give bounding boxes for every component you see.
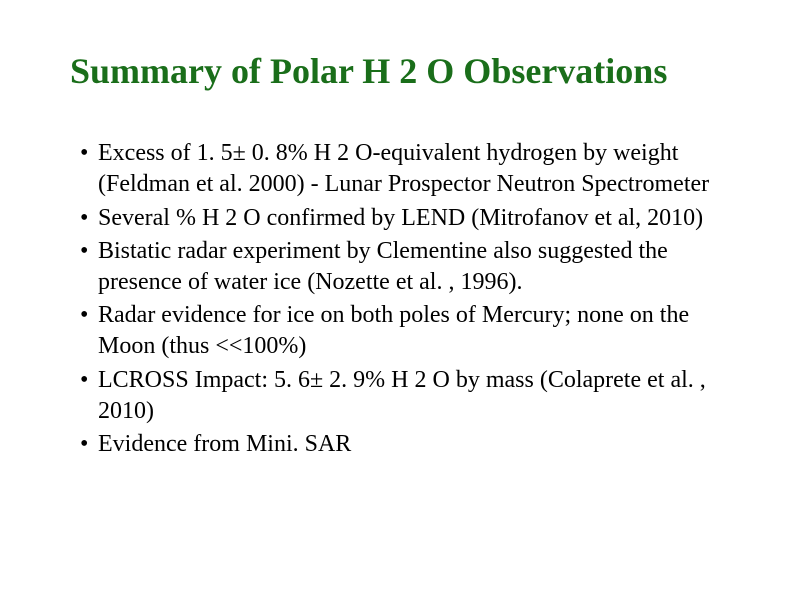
bullet-marker: • <box>80 365 88 396</box>
list-item: • Bistatic radar experiment by Clementin… <box>80 236 724 298</box>
list-item: • LCROSS Impact: 5. 6± 2. 9% H 2 O by ma… <box>80 365 724 427</box>
bullet-text: Evidence from Mini. SAR <box>98 431 351 457</box>
bullet-list: • Excess of 1. 5± 0. 8% H 2 O-equivalent… <box>70 138 724 460</box>
bullet-marker: • <box>80 138 88 169</box>
bullet-marker: • <box>80 203 88 234</box>
bullet-marker: • <box>80 300 88 331</box>
bullet-marker: • <box>80 236 88 267</box>
list-item: • Several % H 2 O confirmed by LEND (Mit… <box>80 203 724 234</box>
list-item: • Radar evidence for ice on both poles o… <box>80 300 724 362</box>
bullet-text: Several % H 2 O confirmed by LEND (Mitro… <box>98 205 703 231</box>
bullet-text: LCROSS Impact: 5. 6± 2. 9% H 2 O by mass… <box>98 367 706 424</box>
slide-title: Summary of Polar H 2 O Observations <box>70 50 724 93</box>
list-item: • Excess of 1. 5± 0. 8% H 2 O-equivalent… <box>80 138 724 200</box>
bullet-text: Radar evidence for ice on both poles of … <box>98 302 689 359</box>
list-item: • Evidence from Mini. SAR <box>80 429 724 460</box>
bullet-marker: • <box>80 429 88 460</box>
bullet-text: Bistatic radar experiment by Clementine … <box>98 238 668 295</box>
bullet-text: Excess of 1. 5± 0. 8% H 2 O-equivalent h… <box>98 140 709 197</box>
